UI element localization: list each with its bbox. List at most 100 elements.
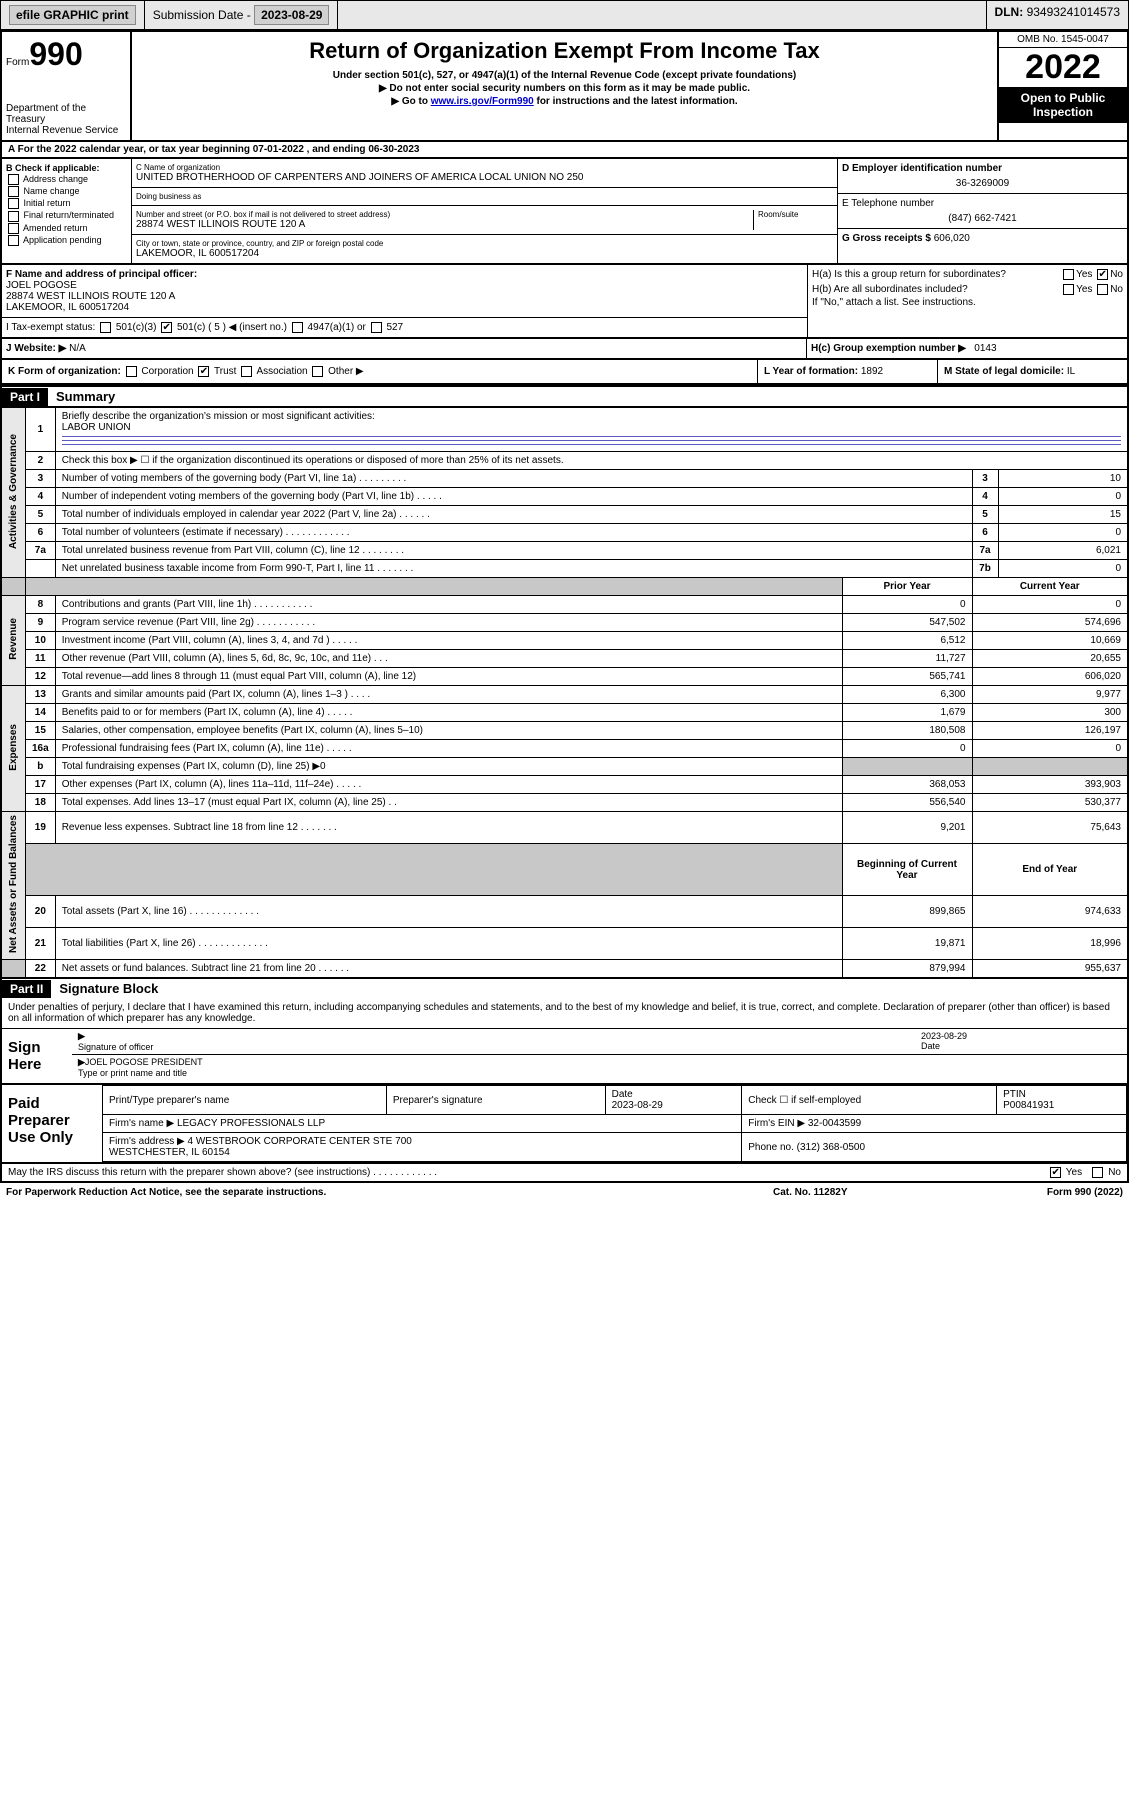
- chk-trust[interactable]: [198, 366, 209, 377]
- ha-no[interactable]: [1097, 269, 1108, 280]
- dba-label: Doing business as: [136, 192, 833, 201]
- line-num: 12: [26, 668, 56, 686]
- line-11-current: 20,655: [972, 650, 1128, 668]
- self-employed-chk[interactable]: Check ☐ if self-employed: [742, 1086, 997, 1115]
- eoy-hdr: End of Year: [972, 844, 1128, 896]
- submission-date: 2023-08-29: [254, 5, 329, 25]
- line-num: 11: [26, 650, 56, 668]
- ptin-cell: PTINP00841931: [997, 1086, 1127, 1115]
- chk-assoc[interactable]: [241, 366, 252, 377]
- line-15-desc: Salaries, other compensation, employee b…: [55, 722, 842, 740]
- chk-initial-return[interactable]: Initial return: [6, 198, 127, 209]
- hb-no[interactable]: [1097, 284, 1108, 295]
- m-label: M State of legal domicile:: [944, 366, 1064, 377]
- line-5-desc: Total number of individuals employed in …: [55, 506, 972, 524]
- line-8-desc: Contributions and grants (Part VIII, lin…: [55, 596, 842, 614]
- col-ln: 4: [972, 488, 998, 506]
- room-label: Room/suite: [758, 210, 833, 219]
- vlabel-revenue: Revenue: [1, 596, 26, 686]
- chk-527[interactable]: [371, 322, 382, 333]
- col-ln: 5: [972, 506, 998, 524]
- sign-here-label: Sign Here: [2, 1029, 72, 1083]
- chk-label: Final return/terminated: [24, 210, 115, 220]
- firm-ein-cell: Firm's EIN ▶ 32-0043599: [742, 1115, 1127, 1133]
- line-7b-val: 0: [998, 560, 1128, 578]
- phone-value: (847) 662-7421: [842, 213, 1123, 224]
- spacer: [1, 578, 26, 596]
- opt-other: Other ▶: [328, 366, 363, 377]
- chk-501c3[interactable]: [100, 322, 111, 333]
- chk-final-return[interactable]: Final return/terminated: [6, 210, 127, 221]
- section-b: B Check if applicable: Address change Na…: [2, 159, 132, 263]
- chk-other[interactable]: [312, 366, 323, 377]
- line-18-desc: Total expenses. Add lines 13–17 (must eq…: [55, 794, 842, 812]
- chk-4947[interactable]: [292, 322, 303, 333]
- line-20-current: 974,633: [972, 896, 1128, 928]
- addr-cell: Number and street (or P.O. box if mail i…: [132, 206, 837, 235]
- org-name-cell: C Name of organization UNITED BROTHERHOO…: [132, 159, 837, 188]
- line-17-current: 393,903: [972, 776, 1128, 794]
- chk-name-change[interactable]: Name change: [6, 186, 127, 197]
- efile-btn[interactable]: efile GRAPHIC print: [9, 5, 136, 25]
- ein-label: D Employer identification number: [842, 163, 1002, 174]
- arrow-icon: ▶: [78, 1057, 85, 1067]
- line-num: b: [26, 758, 56, 776]
- chk-amended[interactable]: Amended return: [6, 223, 127, 234]
- preparer-date-cell: Date2023-08-29: [605, 1086, 742, 1115]
- vlabel-expenses: Expenses: [1, 686, 26, 812]
- line-num: 18: [26, 794, 56, 812]
- ha-yes[interactable]: [1063, 269, 1074, 280]
- form-number: Form 990: [6, 36, 126, 73]
- l-label: L Year of formation:: [764, 366, 858, 377]
- line-8-prior: 0: [842, 596, 972, 614]
- line-22-prior: 879,994: [842, 960, 972, 979]
- line-13-prior: 6,300: [842, 686, 972, 704]
- opt-assoc: Association: [256, 366, 307, 377]
- street-address: 28874 WEST ILLINOIS ROUTE 120 A: [136, 219, 753, 230]
- discuss-yes[interactable]: [1050, 1167, 1061, 1178]
- gross-label: G Gross receipts $: [842, 233, 931, 244]
- line-6-desc: Total number of volunteers (estimate if …: [55, 524, 972, 542]
- officer-name: JOEL POGOSE: [6, 280, 77, 291]
- discuss-no[interactable]: [1092, 1167, 1103, 1178]
- chk-corp[interactable]: [126, 366, 137, 377]
- arrow-icon: ▶: [78, 1031, 85, 1041]
- line-19-prior: 9,201: [842, 812, 972, 844]
- form-num: 990: [29, 36, 82, 73]
- chk-address-change[interactable]: Address change: [6, 174, 127, 185]
- line-8-current: 0: [972, 596, 1128, 614]
- org-name-label: C Name of organization: [136, 163, 833, 172]
- org-name: UNITED BROTHERHOOD OF CARPENTERS AND JOI…: [136, 172, 833, 183]
- part2-header: Part II Signature Block: [0, 979, 1129, 998]
- preparer-date: 2023-08-29: [612, 1100, 663, 1111]
- firm-phone-cell: Phone no. (312) 368-0500: [742, 1133, 1127, 1162]
- line-7a-desc: Total unrelated business revenue from Pa…: [55, 542, 972, 560]
- discuss-question: May the IRS discuss this return with the…: [8, 1167, 1048, 1178]
- line-14-current: 300: [972, 704, 1128, 722]
- part1-title: Summary: [48, 387, 123, 406]
- website-value: N/A: [69, 343, 86, 354]
- yes-label: Yes: [1076, 269, 1092, 280]
- q1-label: Briefly describe the organization's miss…: [62, 411, 375, 422]
- section-m: M State of legal domicile: IL: [937, 360, 1127, 383]
- sig-date: 2023-08-29: [921, 1031, 967, 1041]
- sub3-post: for instructions and the latest informat…: [534, 96, 738, 107]
- chk-label: Application pending: [23, 235, 102, 245]
- line-19-current: 75,643: [972, 812, 1128, 844]
- chk-application-pending[interactable]: Application pending: [6, 235, 127, 246]
- section-h: H(a) Is this a group return for subordin…: [807, 265, 1127, 337]
- hb-row: H(b) Are all subordinates included? Yes …: [812, 284, 1123, 295]
- form-header: Form 990 Department of the Treasury Inte…: [0, 30, 1129, 142]
- line-num: 1: [26, 407, 56, 452]
- block-bcd: B Check if applicable: Address change Na…: [0, 159, 1129, 265]
- line-4-desc: Number of independent voting members of …: [55, 488, 972, 506]
- phone-label: E Telephone number: [842, 198, 1123, 209]
- irs-link[interactable]: www.irs.gov/Form990: [431, 96, 534, 107]
- chk-501c[interactable]: [161, 322, 172, 333]
- line-11-prior: 11,727: [842, 650, 972, 668]
- prior-year-hdr: Prior Year: [842, 578, 972, 596]
- part2-label: Part II: [2, 980, 51, 998]
- hb-yes[interactable]: [1063, 284, 1074, 295]
- name-title-label: Type or print name and title: [78, 1068, 187, 1078]
- line-7b-desc: Net unrelated business taxable income fr…: [55, 560, 972, 578]
